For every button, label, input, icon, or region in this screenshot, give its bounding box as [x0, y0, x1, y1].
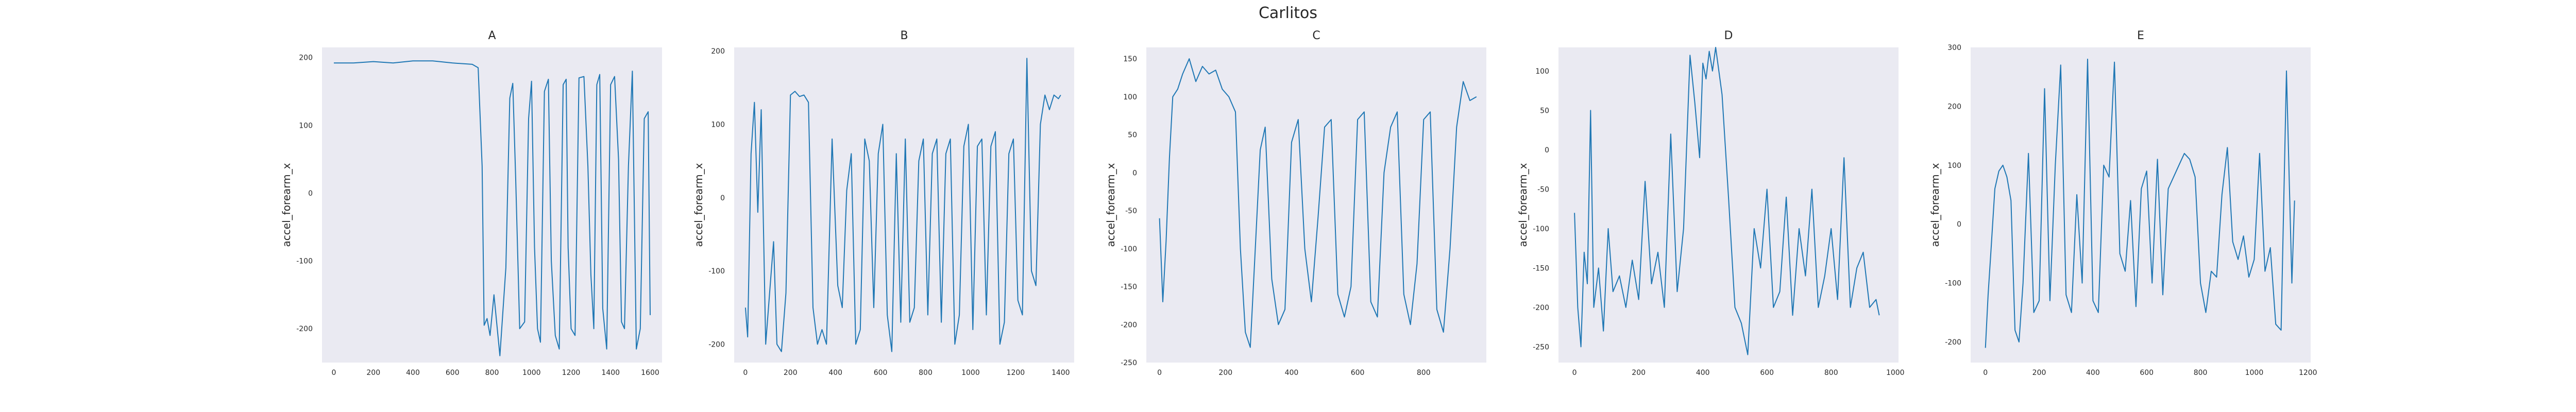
y-tick-label: -200 [1121, 321, 1137, 329]
x-tick-label: 600 [1351, 369, 1365, 377]
x-tick-label: 1600 [641, 369, 659, 377]
y-tick-label: -100 [1121, 245, 1137, 253]
x-tick-label: 1400 [1052, 369, 1070, 377]
x-tick-label: 1200 [562, 369, 581, 377]
plot-area [1146, 47, 1486, 363]
y-tick-label: -200 [1945, 338, 1961, 347]
y-axis-label: accel_forearm_x [692, 163, 705, 247]
x-tick-label: 600 [446, 369, 460, 377]
x-tick-label: 1200 [1007, 369, 1025, 377]
x-tick-label: 1000 [2245, 369, 2264, 377]
x-tick-label: 0 [332, 369, 336, 377]
y-axis-label: accel_forearm_x [280, 163, 293, 247]
y-tick-label: 50 [1540, 107, 1549, 115]
x-tick-label: 0 [1983, 369, 1988, 377]
figure-title: Carlitos [1258, 4, 1318, 22]
x-tick-label: 400 [828, 369, 842, 377]
x-tick-label: 800 [1417, 369, 1431, 377]
y-tick-label: -200 [296, 325, 313, 333]
x-tick-label: 800 [2194, 369, 2208, 377]
x-tick-label: 800 [485, 369, 499, 377]
x-tick-label: 200 [2032, 369, 2046, 377]
y-tick-label: 200 [299, 54, 313, 62]
x-tick-label: 400 [406, 369, 420, 377]
y-tick-label: 150 [1123, 55, 1137, 63]
y-tick-label: 0 [1957, 220, 1961, 229]
x-tick-label: 400 [2086, 369, 2100, 377]
y-tick-label: 100 [1535, 67, 1549, 76]
x-tick-label: 800 [1824, 369, 1838, 377]
y-tick-label: -100 [708, 267, 725, 276]
y-tick-label: -200 [1533, 304, 1549, 312]
x-tick-label: 0 [743, 369, 748, 377]
panel-title: A [488, 29, 496, 42]
y-tick-label: -100 [1945, 280, 1961, 288]
x-tick-label: 800 [919, 369, 933, 377]
panel-title: D [1724, 29, 1733, 42]
y-axis-label: accel_forearm_x [1517, 163, 1529, 247]
series-line [1985, 58, 2295, 348]
x-tick-label: 1000 [1886, 369, 1905, 377]
y-tick-label: 200 [1947, 102, 1961, 111]
x-tick-label: 200 [1632, 369, 1646, 377]
y-tick-label: 100 [1123, 93, 1137, 101]
panel-title: B [900, 29, 908, 42]
y-tick-label: -50 [1125, 207, 1137, 215]
series-line [744, 58, 1061, 352]
y-tick-label: 100 [711, 121, 725, 129]
panel-title: C [1312, 29, 1320, 42]
y-tick-label: 0 [1132, 169, 1137, 177]
x-tick-label: 1200 [2299, 369, 2317, 377]
y-tick-label: -250 [1533, 343, 1549, 351]
x-tick-label: 200 [784, 369, 798, 377]
x-tick-label: 600 [874, 369, 888, 377]
y-axis-label: accel_forearm_x [1929, 163, 1941, 247]
y-tick-label: -200 [708, 340, 725, 349]
series-line [1574, 47, 1880, 355]
x-tick-label: 0 [1157, 369, 1162, 377]
x-tick-label: 1000 [961, 369, 980, 377]
panel-title: E [2137, 29, 2144, 42]
y-tick-label: -150 [1533, 264, 1549, 272]
y-tick-label: 200 [711, 47, 725, 56]
y-tick-label: -100 [1533, 225, 1549, 233]
series-line [1159, 58, 1477, 348]
y-tick-label: -250 [1121, 359, 1137, 367]
y-tick-label: -50 [1537, 185, 1549, 194]
y-tick-label: 0 [1545, 146, 1549, 154]
series-line [334, 60, 651, 356]
x-tick-label: 600 [2140, 369, 2154, 377]
x-tick-label: 400 [1696, 369, 1710, 377]
y-tick-label: 300 [1947, 44, 1961, 52]
x-tick-label: 400 [1285, 369, 1299, 377]
x-tick-label: 1000 [522, 369, 541, 377]
y-tick-label: 100 [1947, 162, 1961, 170]
y-tick-label: -150 [1121, 283, 1137, 291]
x-tick-label: 0 [1572, 369, 1577, 377]
x-tick-label: 200 [366, 369, 380, 377]
y-tick-label: 0 [308, 190, 313, 198]
y-tick-label: 50 [1128, 131, 1137, 140]
x-tick-label: 200 [1218, 369, 1232, 377]
x-tick-label: 600 [1760, 369, 1774, 377]
x-tick-label: 1400 [601, 369, 620, 377]
y-tick-label: 0 [720, 194, 725, 202]
y-axis-label: accel_forearm_x [1105, 163, 1117, 247]
y-tick-label: 100 [299, 122, 313, 130]
y-tick-label: -100 [296, 258, 313, 266]
